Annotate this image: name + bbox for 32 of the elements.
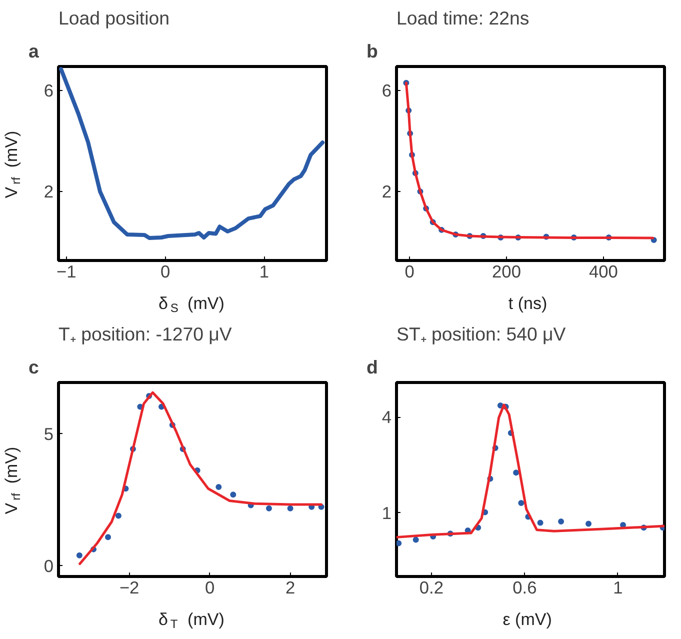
chart-title: ST₊ position: 540 μV: [396, 324, 566, 344]
chart-title: Load position: [58, 8, 170, 28]
chart-title: Load time: 22ns: [396, 8, 530, 28]
x-axis-title: t (ns): [508, 294, 548, 313]
text: c: [28, 356, 39, 378]
x-tick-label: 0: [404, 262, 414, 282]
x-tick-label: 400: [588, 262, 618, 282]
text: a: [28, 40, 40, 62]
chart-title: T₊ position: -1270 μV: [58, 324, 232, 344]
y-tick-label: 0: [44, 556, 54, 576]
x-tick-label: 200: [492, 262, 521, 282]
y-tick-label: 1: [382, 502, 392, 523]
text: b: [366, 40, 378, 62]
y-axis-title: Vrf (mV): [2, 130, 23, 198]
x-tick-label: −1: [56, 262, 76, 282]
y-axis-title: Vrf (mV): [2, 446, 23, 514]
y-tick-label: 2: [44, 182, 54, 202]
x-tick-label: 1: [613, 578, 623, 598]
y-tick-label: 6: [44, 80, 54, 100]
x-tick-label: 0: [204, 578, 215, 598]
x-tick-label: 0.2: [419, 578, 444, 598]
x-tick-label: 2: [285, 578, 296, 598]
x-tick-label: 0.6: [512, 578, 537, 598]
x-tick-label: −2: [119, 578, 140, 598]
x-tick-label: 1: [259, 262, 270, 282]
y-tick-label: 5: [44, 424, 54, 444]
y-tick-label: 6: [382, 80, 392, 100]
text: d: [366, 356, 378, 378]
y-tick-label: 2: [382, 182, 392, 202]
y-tick-label: 4: [382, 407, 392, 428]
x-axis-title: ε (mV): [502, 610, 552, 629]
x-tick-label: 0: [160, 262, 170, 282]
